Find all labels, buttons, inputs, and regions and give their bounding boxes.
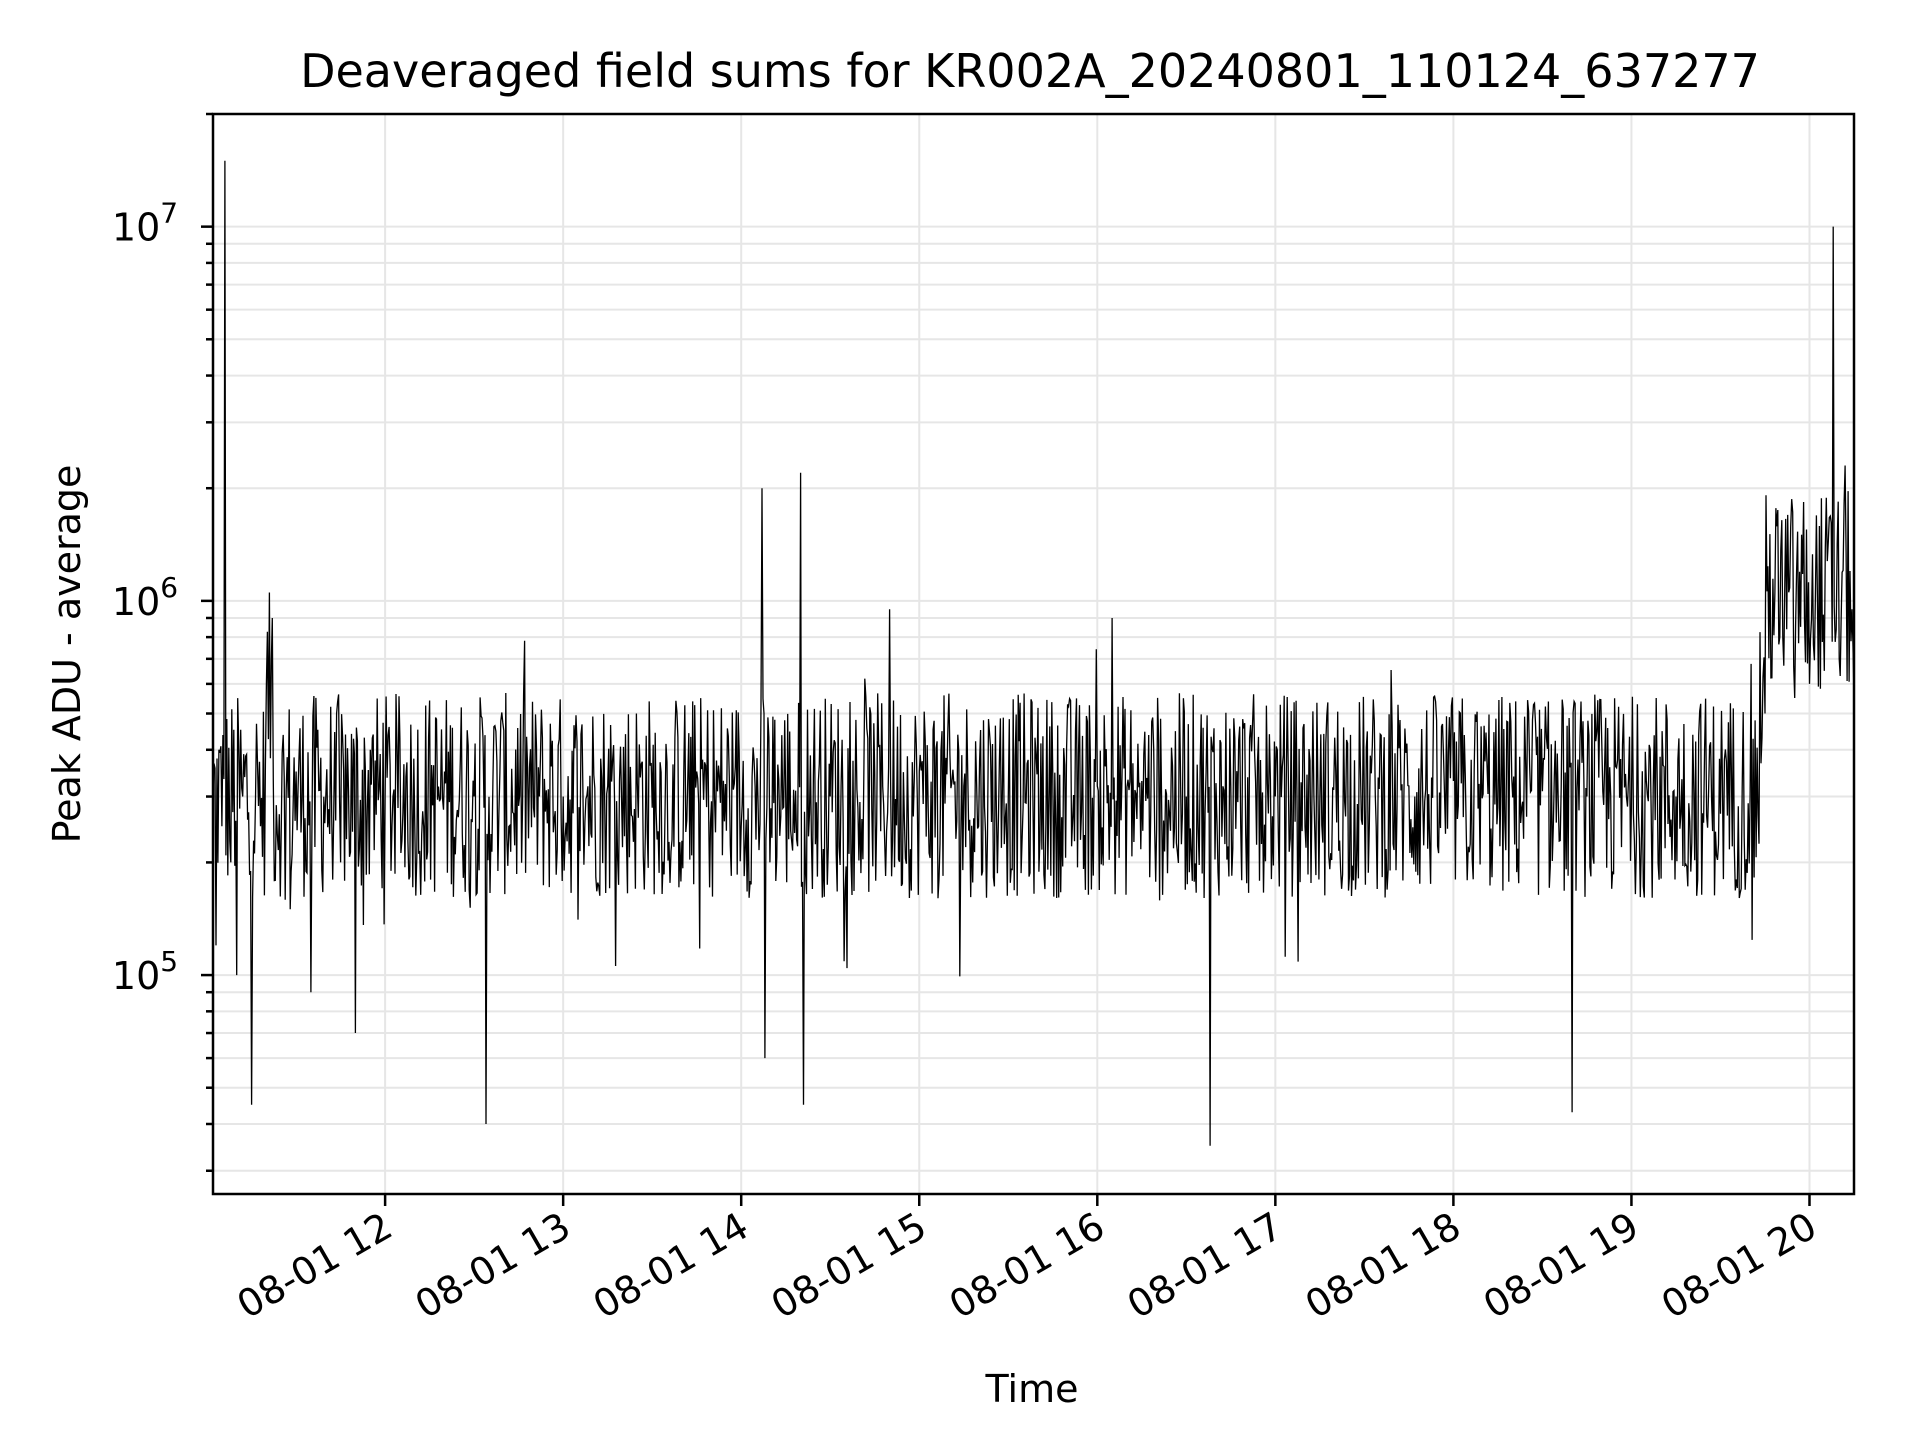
chart-title: Deaveraged field sums for KR002A_2024080… xyxy=(300,44,1760,98)
y-tick-label: 105 xyxy=(112,945,178,998)
y-tick-label: 106 xyxy=(112,571,178,624)
x-tick-label: 08-01 19 xyxy=(1476,1204,1646,1328)
y-axis-label: Peak ADU - average xyxy=(45,465,89,844)
x-axis: 08-01 12 08-01 13 08-01 14 08-01 15 08-01 16… xyxy=(230,1194,1824,1327)
y-axis: 105 106 107 xyxy=(112,112,213,1172)
x-tick-label: 08-01 16 xyxy=(942,1204,1112,1328)
x-tick-label: 08-01 17 xyxy=(1120,1204,1290,1328)
data-layer xyxy=(212,160,1855,1146)
x-axis-label: Time xyxy=(985,1367,1079,1411)
series-line xyxy=(212,160,1855,1146)
x-tick-label: 08-01 13 xyxy=(408,1204,578,1328)
x-tick-label: 08-01 18 xyxy=(1298,1204,1468,1328)
x-tick-label: 08-01 15 xyxy=(764,1204,934,1328)
x-tick-label: 08-01 14 xyxy=(586,1204,756,1328)
x-tick-label: 08-01 20 xyxy=(1654,1204,1824,1328)
x-tick-label: 08-01 12 xyxy=(230,1204,400,1328)
grid xyxy=(213,113,1854,1194)
y-tick-label: 107 xyxy=(112,197,178,250)
plot-frame xyxy=(211,112,1856,1196)
